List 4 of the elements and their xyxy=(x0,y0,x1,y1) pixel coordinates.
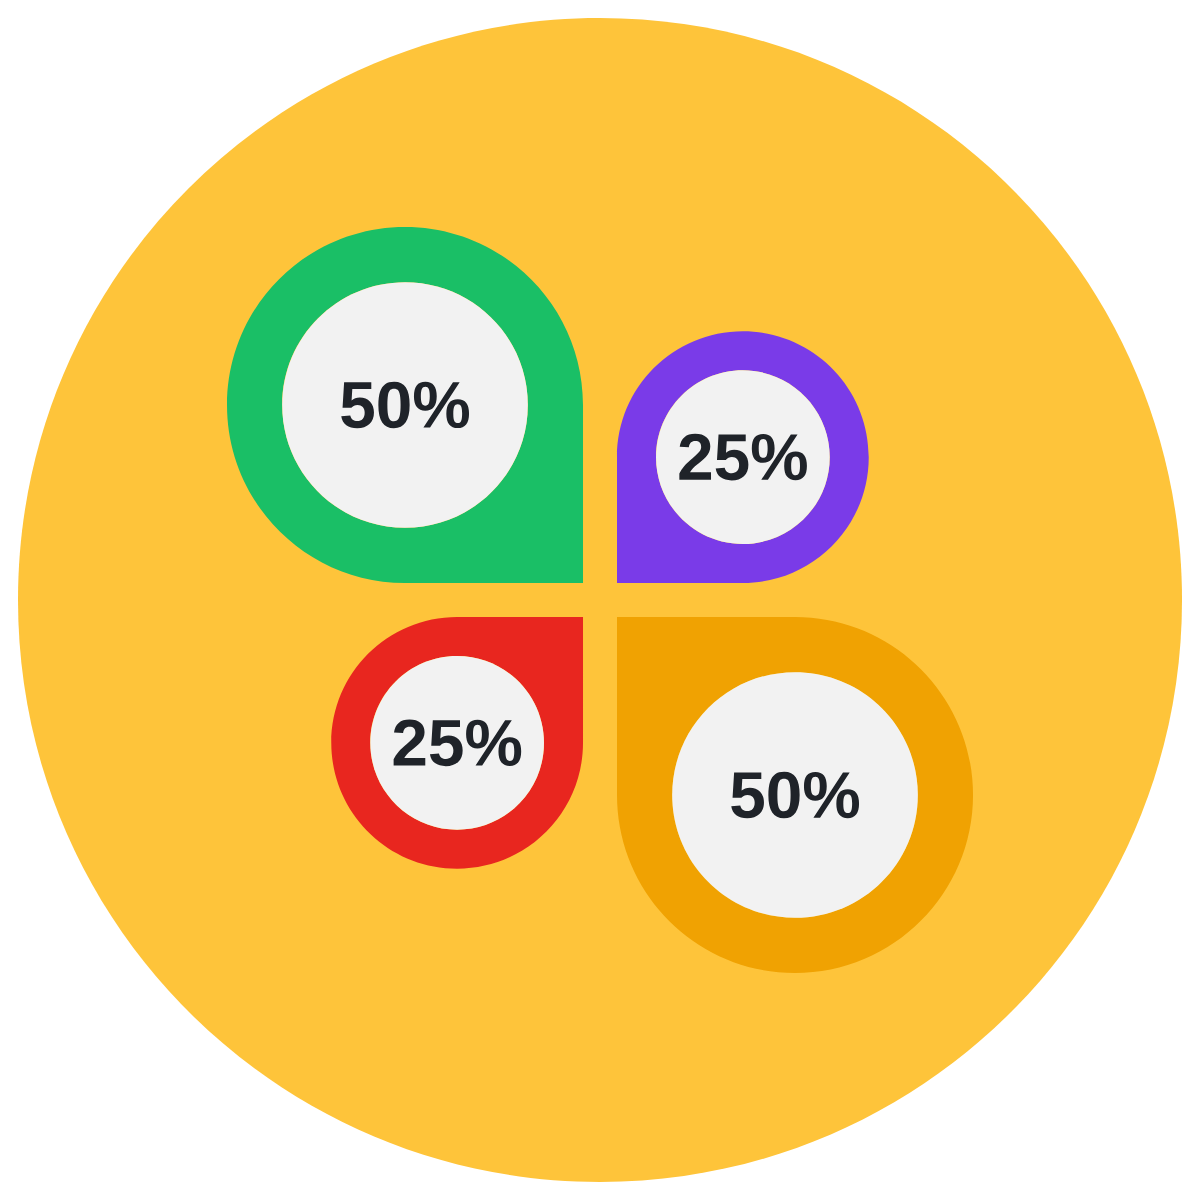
data-label: 50% xyxy=(341,381,470,429)
data-label: 50% xyxy=(731,771,860,819)
data-label: 25% xyxy=(679,433,807,481)
data-label: 25% xyxy=(393,719,522,767)
